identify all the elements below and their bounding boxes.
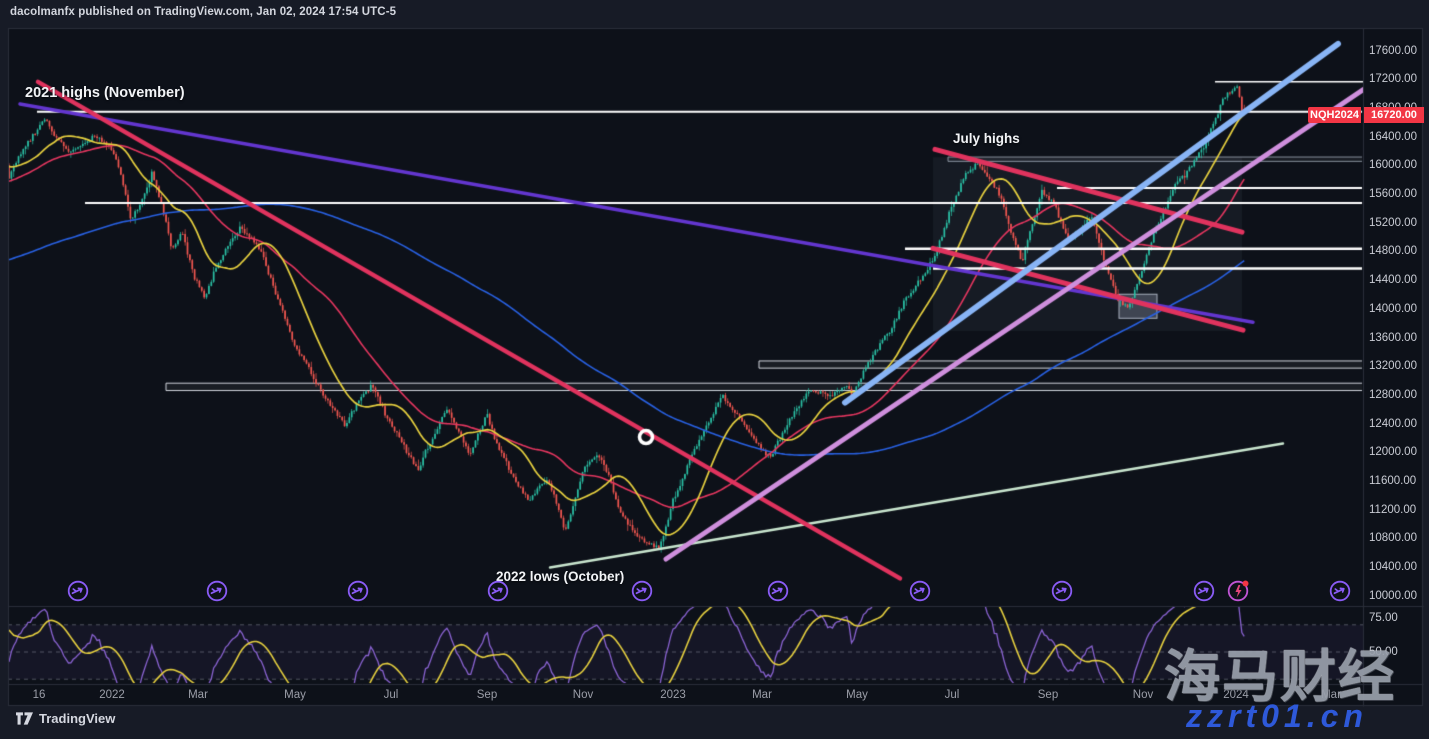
price-axis-label: 10000.00: [1369, 589, 1417, 602]
time-axis-label: 16: [32, 689, 46, 701]
time-axis-label: Sep: [476, 689, 498, 701]
publish-credit: dacolmanfx published on TradingView.com,…: [10, 6, 397, 18]
tradingview-mark-icon: [16, 712, 33, 725]
rsi-axis-label: 75.00: [1369, 611, 1398, 624]
price-axis-label: 16400.00: [1369, 130, 1417, 143]
price-axis-label: 12400.00: [1369, 417, 1417, 430]
event-lightning-icon[interactable]: [1225, 578, 1251, 604]
annotation-lows-2022: 2022 lows (October): [496, 569, 625, 584]
price-axis-label: 14800.00: [1369, 245, 1417, 258]
price-axis-label: 10800.00: [1369, 532, 1417, 545]
price-axis-label: 10400.00: [1369, 561, 1417, 574]
time-axis-label: Nov: [572, 689, 594, 701]
time-axis-label: Nov: [1132, 689, 1154, 701]
watermark-cjk: 海马财经: [1164, 645, 1396, 708]
replay-arrow-icon[interactable]: [629, 578, 655, 604]
time-axis-label: Jul: [944, 689, 960, 701]
replay-arrow-icon[interactable]: [1049, 578, 1075, 604]
replay-arrow-icon[interactable]: [1191, 578, 1217, 604]
last-price-badge: 16720.00: [1364, 107, 1424, 123]
price-axis-label: 12800.00: [1369, 388, 1417, 401]
price-axis-label: 14000.00: [1369, 302, 1417, 315]
tradingview-logo-text: TradingView: [39, 711, 116, 726]
annotation-july-highs: July highs: [953, 131, 1020, 146]
rsi-axis-label: 50.00: [1369, 645, 1398, 658]
price-axis-label: 14400.00: [1369, 274, 1417, 287]
price-axis-label: 16000.00: [1369, 159, 1417, 172]
price-axis-label: 17600.00: [1369, 44, 1417, 57]
replay-arrow-icon[interactable]: [65, 578, 91, 604]
time-axis-label: 2022: [99, 689, 125, 701]
time-axis-label: Jul: [383, 689, 399, 701]
replay-arrow-icon[interactable]: [907, 578, 933, 604]
price-axis-label: 15200.00: [1369, 216, 1417, 229]
replay-arrow-icon[interactable]: [485, 578, 511, 604]
replay-arrow-icon[interactable]: [765, 578, 791, 604]
time-axis-label: 2024: [1223, 689, 1249, 701]
price-axis-label: 15600.00: [1369, 188, 1417, 200]
annotation-highs-2021: 2021 highs (November): [25, 85, 185, 101]
price-axis-label: 11200.00: [1369, 503, 1417, 516]
time-axis-label: 2023: [660, 689, 686, 701]
replay-arrow-icon[interactable]: [345, 578, 371, 604]
replay-arrow-icon[interactable]: [1327, 578, 1353, 604]
time-axis-label: May: [846, 689, 868, 701]
price-axis-label: 11600.00: [1369, 475, 1417, 487]
price-axis-label: 17200.00: [1369, 73, 1417, 86]
watermark-url: zzrt01.cn: [1186, 698, 1368, 734]
price-axis-label: 12000.00: [1369, 446, 1417, 459]
tradingview-logo[interactable]: TradingView: [16, 711, 115, 726]
price-axis-label: 13200.00: [1369, 360, 1417, 373]
time-axis-label: Mar: [188, 689, 208, 701]
price-axis-label: 13600.00: [1369, 331, 1417, 344]
time-axis-label: May: [284, 689, 306, 701]
replay-arrow-icon[interactable]: [204, 578, 230, 604]
time-axis-label: Mar: [752, 689, 772, 701]
time-axis-label: Sep: [1037, 689, 1059, 701]
time-axis-label: Mar: [1321, 689, 1341, 701]
symbol-badge: NQH2024: [1308, 107, 1361, 123]
